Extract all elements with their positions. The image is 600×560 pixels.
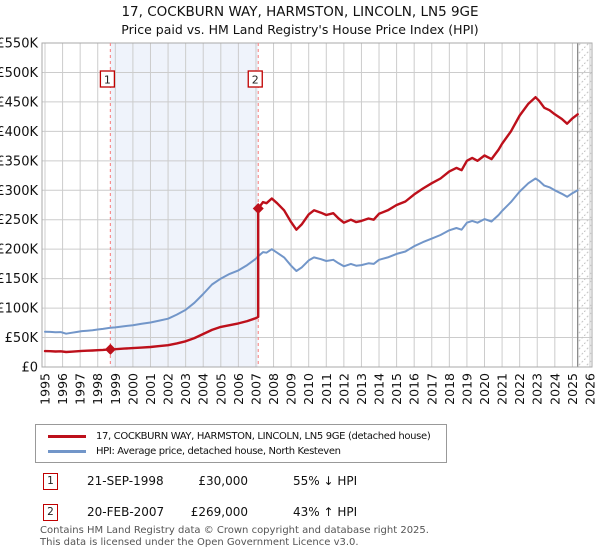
svg-text:£0: £0 (21, 361, 38, 376)
chart-subtitle: Price paid vs. HM Land Registry's House … (121, 22, 479, 37)
svg-text:2009: 2009 (284, 373, 299, 405)
svg-text:2000: 2000 (125, 373, 140, 405)
svg-text:2008: 2008 (266, 373, 281, 405)
svg-text:£350K: £350K (0, 154, 38, 169)
svg-text:2011: 2011 (319, 373, 334, 405)
transaction-1-price: £30,000 (198, 474, 248, 488)
svg-text:2024: 2024 (547, 373, 562, 405)
svg-text:1995: 1995 (38, 373, 53, 405)
svg-text:2012: 2012 (336, 373, 351, 405)
sale-marker-1 (104, 343, 116, 355)
svg-text:2021: 2021 (495, 373, 510, 405)
svg-text:2002: 2002 (161, 373, 176, 405)
svg-text:2006: 2006 (231, 373, 246, 405)
svg-text:2003: 2003 (178, 373, 193, 405)
transaction-1-badge: 1 (43, 473, 58, 490)
hpi-line-swatch (48, 449, 86, 453)
svg-text:£400K: £400K (0, 125, 38, 140)
copyright-line-2: This data is licensed under the Open Gov… (40, 536, 359, 548)
svg-text:£250K: £250K (0, 213, 38, 228)
svg-text:2014: 2014 (372, 373, 387, 405)
transaction-row-2: 2 20-FEB-2007 £269,000 43% ↑ HPI (0, 504, 600, 522)
transaction-1-hpi-delta: 55% ↓ HPI (293, 474, 358, 488)
svg-text:2017: 2017 (424, 373, 439, 405)
x-axis-labels: 1995 1996 1997 1998 1999 2000 2001 2002 2003 2004… (38, 373, 598, 405)
svg-text:1996: 1996 (55, 373, 70, 405)
copyright-notice: Contains HM Land Registry data © Crown c… (40, 525, 429, 548)
svg-text:2026: 2026 (582, 373, 597, 405)
price-chart: 1 2 £0 £50K £100K £150K £200K £250K £300K £350K £4… (0, 37, 598, 405)
sale-flag-2: 2 (247, 70, 263, 88)
svg-text:1: 1 (104, 74, 111, 87)
svg-text:2005: 2005 (213, 373, 228, 405)
price-paid-line-swatch (48, 434, 86, 438)
svg-text:£500K: £500K (0, 66, 38, 81)
svg-text:2004: 2004 (196, 373, 211, 405)
svg-text:2023: 2023 (530, 373, 545, 405)
legend-item-hpi: HPI: Average price, detached house, Nort… (36, 446, 446, 457)
svg-text:2022: 2022 (512, 373, 527, 405)
svg-text:2: 2 (252, 74, 259, 87)
sale-marker-2 (252, 203, 264, 215)
hpi-line (44, 177, 579, 335)
between-sales-shaded-band (110, 43, 259, 367)
price-paid-line (43, 95, 579, 354)
transaction-row-1: 1 21-SEP-1998 £30,000 55% ↓ HPI (0, 473, 600, 491)
svg-text:2018: 2018 (442, 373, 457, 405)
legend: 17, COCKBURN WAY, HARMSTON, LINCOLN, LN5… (35, 424, 447, 463)
y-axis-labels: £0 £50K £100K £150K £200K £250K £300K £350K £400… (0, 37, 38, 376)
svg-text:2007: 2007 (248, 373, 263, 405)
svg-text:£450K: £450K (0, 95, 38, 110)
svg-text:2020: 2020 (477, 373, 492, 405)
plot-border (41, 42, 593, 368)
svg-text:2010: 2010 (301, 373, 316, 405)
copyright-line-1: Contains HM Land Registry data © Crown c… (40, 525, 429, 536)
svg-text:£200K: £200K (0, 243, 38, 258)
svg-text:2015: 2015 (389, 373, 404, 405)
transaction-2-price: £269,000 (190, 505, 248, 519)
svg-text:2001: 2001 (143, 373, 158, 405)
svg-text:2025: 2025 (565, 373, 580, 405)
chart-title: 17, COCKBURN WAY, HARMSTON, LINCOLN, LN5… (121, 4, 479, 20)
svg-text:2019: 2019 (459, 373, 474, 405)
transaction-1-date: 21-SEP-1998 (87, 474, 164, 488)
svg-text:£50K: £50K (5, 331, 39, 346)
svg-text:£550K: £550K (0, 37, 38, 52)
legend-item-price-paid: 17, COCKBURN WAY, HARMSTON, LINCOLN, LN5… (36, 431, 446, 442)
svg-text:£150K: £150K (0, 272, 38, 287)
transaction-2-hpi-delta: 43% ↑ HPI (293, 505, 358, 519)
sale-flag-1: 1 (99, 70, 116, 88)
transaction-2-date: 20-FEB-2007 (87, 505, 165, 519)
svg-text:1997: 1997 (73, 373, 88, 405)
legend-label-hpi: HPI: Average price, detached house, Nort… (96, 445, 341, 457)
svg-text:2016: 2016 (407, 373, 422, 405)
svg-text:£300K: £300K (0, 184, 38, 199)
svg-text:2013: 2013 (354, 373, 369, 405)
svg-text:£100K: £100K (0, 302, 38, 317)
legend-label-price-paid: 17, COCKBURN WAY, HARMSTON, LINCOLN, LN5… (96, 430, 431, 442)
future-hatch-region (577, 43, 592, 367)
svg-text:1999: 1999 (108, 373, 123, 405)
svg-text:1998: 1998 (90, 373, 105, 405)
transaction-2-badge: 2 (43, 504, 58, 521)
